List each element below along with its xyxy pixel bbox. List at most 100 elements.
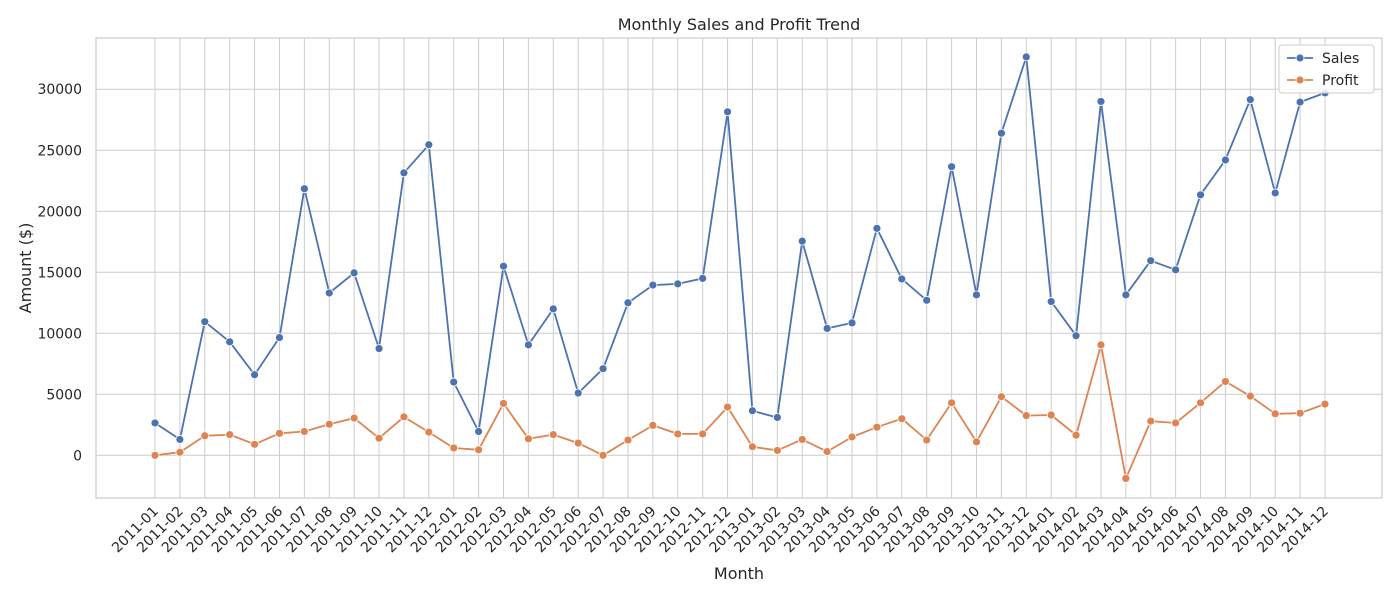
sales-point <box>1021 52 1031 62</box>
y-tick-label: 0 <box>73 448 82 464</box>
sales-point <box>1295 97 1305 107</box>
profit-point <box>1270 409 1280 419</box>
sales-point <box>474 427 484 436</box>
sales-point <box>449 377 459 387</box>
x-axis-label: Month <box>714 564 764 583</box>
sales-point <box>623 298 633 308</box>
profit-point <box>772 446 782 455</box>
sales-point <box>424 140 434 150</box>
profit-point <box>1046 410 1056 420</box>
y-tick-label: 10000 <box>37 326 82 342</box>
legend: Sales Profit <box>1278 44 1375 94</box>
sales-point <box>723 107 732 117</box>
sales-point <box>947 162 956 172</box>
sales-point <box>922 295 932 305</box>
profit-point <box>548 430 558 439</box>
sales-point <box>847 318 857 328</box>
sales-point <box>822 323 832 333</box>
profit-point <box>996 392 1006 402</box>
sales-point <box>225 337 235 347</box>
profit-point <box>648 421 658 430</box>
sales-point <box>1171 265 1181 275</box>
profit-point <box>324 419 334 429</box>
sales-point <box>1071 331 1081 341</box>
profit-point <box>474 445 484 455</box>
sales-point <box>1245 95 1255 105</box>
profit-point <box>723 402 732 412</box>
profit-point <box>847 432 857 442</box>
profit-point <box>449 443 459 453</box>
sales-point <box>250 370 259 380</box>
profit-line <box>154 343 1326 480</box>
y-tick-label: 25000 <box>37 143 82 159</box>
sales-point <box>996 128 1006 138</box>
profit-point <box>1221 377 1230 386</box>
sales-point <box>972 290 981 300</box>
sales-point <box>175 435 185 444</box>
sales-point <box>648 280 658 290</box>
sales-point <box>872 223 882 233</box>
profit-point <box>200 431 210 441</box>
sales-point <box>748 406 757 416</box>
y-tick-label: 15000 <box>37 265 82 281</box>
profit-point <box>573 438 583 448</box>
legend-sales-marker <box>1295 53 1305 63</box>
profit-point <box>897 414 907 424</box>
sales-point <box>1196 190 1205 200</box>
profit-point <box>1146 416 1156 426</box>
legend-profit-label: Profit <box>1322 73 1359 89</box>
profit-point <box>673 429 683 439</box>
profit-point <box>1245 391 1255 401</box>
profit-point <box>374 433 384 443</box>
sales-point <box>897 274 907 284</box>
profit-point <box>1096 340 1106 350</box>
legend-sales-label: Sales <box>1322 51 1359 67</box>
profit-point <box>922 435 932 445</box>
sales-point <box>698 273 708 283</box>
sales-line <box>154 56 1326 441</box>
profit-point <box>598 450 608 460</box>
y-axis-label: Amount ($) <box>16 223 35 314</box>
profit-point <box>698 429 708 439</box>
profit-point <box>150 450 160 460</box>
profit-point <box>1071 430 1081 440</box>
sales-point <box>573 388 583 398</box>
profit-point <box>399 412 409 422</box>
sales-point <box>324 288 334 298</box>
sales-point <box>772 413 782 422</box>
sales-point <box>1221 155 1230 165</box>
profit-point <box>797 435 807 444</box>
profit-point <box>349 413 359 423</box>
y-tick-label: 20000 <box>37 204 82 220</box>
legend-profit-marker <box>1295 75 1305 85</box>
sales-point <box>299 184 309 194</box>
sales-point <box>374 344 384 353</box>
sales-point <box>524 340 533 350</box>
sales-point <box>200 317 210 327</box>
sales-point <box>1046 297 1056 306</box>
sales-point <box>399 168 409 178</box>
sales-point <box>1146 256 1156 266</box>
profit-point <box>947 398 956 408</box>
profit-point <box>1021 411 1031 421</box>
grid <box>96 38 1382 498</box>
x-axis: 2011-012011-022011-032011-042011-052011-… <box>109 503 1332 556</box>
y-tick-label: 5000 <box>46 387 82 403</box>
profit-point <box>1320 399 1330 409</box>
profit-point <box>250 439 259 449</box>
profit-point <box>424 427 434 437</box>
profit-point <box>623 435 633 445</box>
profit-point <box>1295 408 1305 418</box>
profit-point <box>872 422 882 432</box>
sales-point <box>548 304 558 314</box>
sales-point <box>150 418 160 428</box>
plot-frame <box>95 37 1383 499</box>
profit-point <box>175 447 185 457</box>
sales-point <box>1096 97 1106 106</box>
profit-point <box>1196 398 1205 408</box>
profit-point <box>1171 418 1181 428</box>
profit-point <box>225 430 235 439</box>
sales-point <box>673 279 683 289</box>
sales-point <box>275 333 284 342</box>
